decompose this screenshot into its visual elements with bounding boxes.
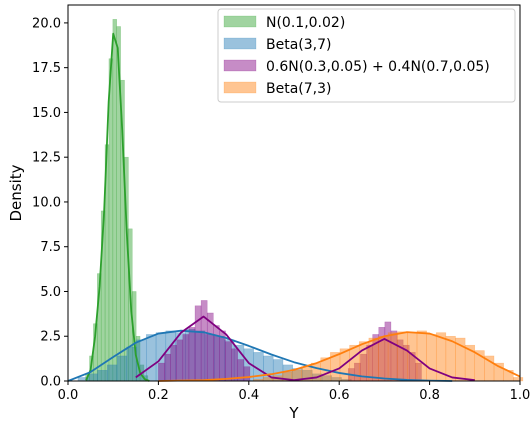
series-3-bar-15 [398,332,408,381]
y-tick-label-5: 12.5 [32,151,61,166]
series-2-bar-0 [158,363,164,381]
series-0-bar-6 [109,59,113,381]
x-axis-label: Y [288,404,299,422]
y-tick-label-6: 15.0 [32,106,61,121]
series-3-bar-13 [378,336,388,381]
legend-swatch-2 [224,60,256,71]
series-3-bar-27 [513,377,523,381]
x-tick-label-1: 0.2 [148,388,169,403]
legend: N(0.1,0.02) Beta(3,7) 0.6N(0.3,0.05) + 0.4… [218,9,515,102]
y-tick-label-8: 20.0 [32,16,61,31]
series-1-bar-7 [146,334,156,381]
x-tick-label-3: 0.6 [329,388,350,403]
legend-swatch-0 [224,16,256,27]
series-0-bar-7 [113,19,117,381]
series-2-bar-7 [201,300,207,381]
y-tick-label-1: 2.5 [40,330,61,345]
y-tick-label-4: 10.0 [32,195,61,210]
x-tick-label-4: 0.8 [419,388,440,403]
series-2-bar-12 [232,349,238,381]
series-2-bar-6 [195,306,201,381]
series-2-bar-5 [189,327,195,381]
y-axis-label: Density [7,164,25,221]
series-1-bar-4 [117,356,127,381]
y-tick-label-7: 17.5 [32,61,61,76]
legend-label-0: N(0.1,0.02) [266,15,345,31]
y-tick-label-3: 7.5 [40,240,61,255]
legend-swatch-3 [224,82,256,93]
legend-label-1: Beta(3,7) [266,37,331,53]
legend-swatch-1 [224,38,256,49]
series-3-bar-17 [417,331,427,381]
x-tick-label-2: 0.4 [238,388,259,403]
y-tick-label-2: 5.0 [40,285,61,300]
series-1-bar-2 [97,370,107,381]
y-tick-label-0: 0.0 [40,375,61,390]
series-3-bar-18 [427,334,437,381]
legend-label-3: Beta(7,3) [266,81,331,97]
legend-frame [218,9,515,102]
y-axis: 0.0 2.5 5.0 7.5 10.0 12.5 15.0 17.5 20.0 [32,16,68,389]
series-2-bar-3 [177,340,183,381]
x-tick-label-0: 0.0 [58,388,79,403]
series-2-bar-11 [226,342,232,381]
series-2-bar-2 [171,345,177,381]
series-1-bar-3 [107,365,117,381]
x-axis: 0.0 0.2 0.4 0.6 0.8 1.0 [58,381,531,403]
series-3-bar-14 [388,333,398,381]
series-2-bar-1 [165,354,171,381]
series-2-bar-9 [213,326,219,382]
series-2-bar-14 [244,367,250,381]
legend-label-2: 0.6N(0.3,0.05) + 0.4N(0.7,0.05) [266,59,490,75]
series-2-bar-4 [183,334,189,381]
x-tick-label-5: 1.0 [510,388,531,403]
